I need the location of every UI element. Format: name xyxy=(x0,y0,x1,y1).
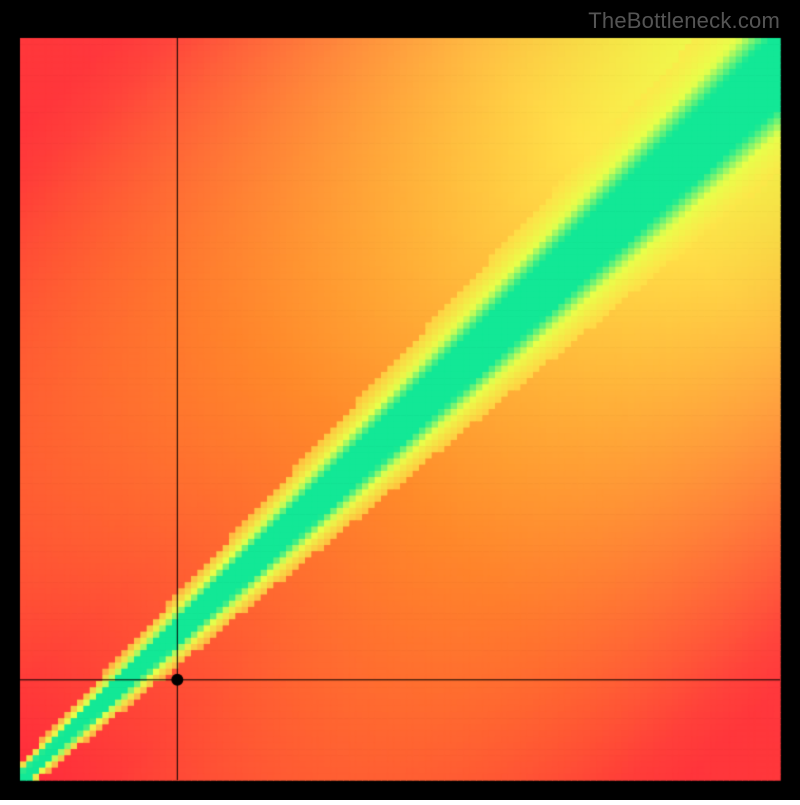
bottleneck-heatmap xyxy=(0,0,800,805)
attribution-text: TheBottleneck.com xyxy=(588,8,780,34)
heatmap-canvas xyxy=(0,0,800,800)
